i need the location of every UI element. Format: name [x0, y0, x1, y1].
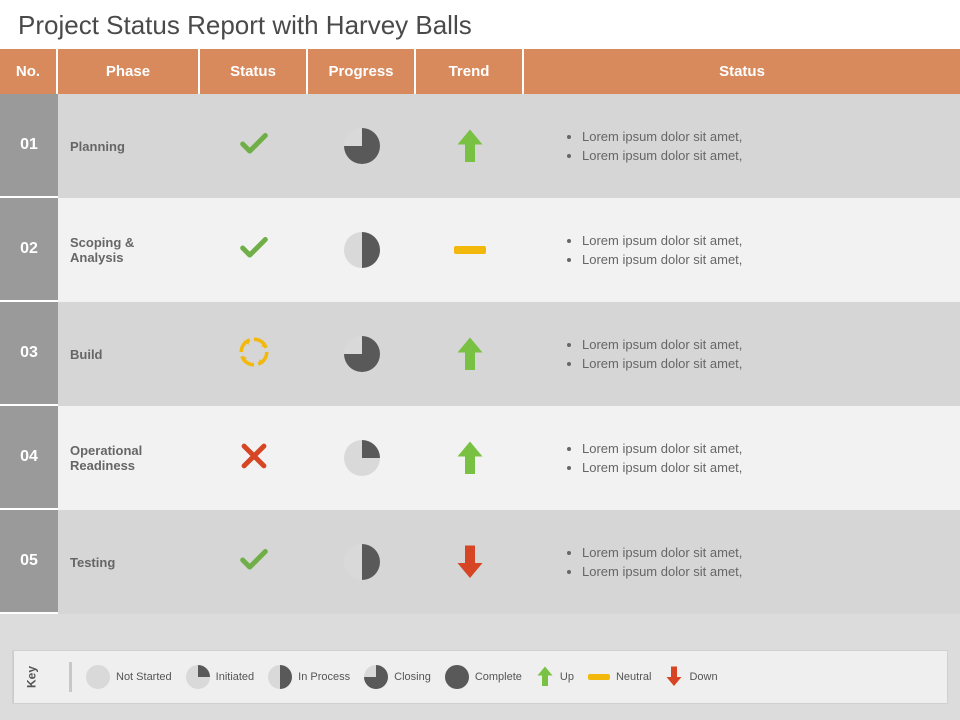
status-cell — [200, 406, 308, 510]
progress-cell — [308, 198, 416, 302]
table-row: 01 Planning Lorem ipsum dolor sit amet,L… — [0, 94, 960, 198]
col-header-no: No. — [0, 49, 58, 94]
table-row: 02 Scoping & Analysis Lorem ipsum dolor … — [0, 198, 960, 302]
arrow-up-icon — [536, 665, 554, 689]
legend-item: Closing — [364, 665, 431, 689]
legend-label-text: Closing — [394, 671, 431, 683]
harvey-ball-icon — [86, 665, 110, 689]
cross-icon — [237, 439, 271, 478]
harvey-ball-icon — [364, 665, 388, 689]
legend-label-text: Not Started — [116, 671, 172, 683]
check-icon — [237, 127, 271, 166]
legend-item: Down — [665, 665, 717, 689]
table-row: 05 Testing Lorem ipsum dolor sit amet,Lo… — [0, 510, 960, 614]
trend-cell — [416, 302, 524, 406]
legend-item: Neutral — [588, 671, 651, 683]
legend-label-text: Neutral — [616, 671, 651, 683]
status-cell — [200, 198, 308, 302]
notes-cell: Lorem ipsum dolor sit amet, Lorem ipsum d… — [524, 302, 960, 406]
note-item: Lorem ipsum dolor sit amet, — [582, 545, 960, 560]
progress-cell — [308, 406, 416, 510]
note-item: Lorem ipsum dolor sit amet, — [582, 129, 960, 144]
legend-item: In Process — [268, 665, 350, 689]
row-number: 01 — [0, 94, 58, 198]
table-row: 03 Build Lorem ipsum dolor sit amet,Lore… — [0, 302, 960, 406]
note-item: Lorem ipsum dolor sit amet, — [582, 441, 960, 456]
phase-name: Build — [58, 302, 200, 406]
check-icon — [237, 543, 271, 582]
phase-name: Planning — [58, 94, 200, 198]
arrow-down-icon — [455, 543, 485, 581]
check-icon — [237, 231, 271, 270]
legend-label-text: In Process — [298, 671, 350, 683]
arrow-up-icon — [455, 439, 485, 477]
trend-cell — [416, 406, 524, 510]
note-item: Lorem ipsum dolor sit amet, — [582, 233, 960, 248]
status-cell — [200, 302, 308, 406]
harvey-ball-icon — [445, 665, 469, 689]
table-row: 04 Operational Readiness Lorem ipsum dol… — [0, 406, 960, 510]
col-header-status: Status — [200, 49, 308, 94]
neutral-icon — [588, 674, 610, 680]
notes-cell: Lorem ipsum dolor sit amet, Lorem ipsum d… — [524, 94, 960, 198]
legend-divider — [69, 662, 72, 692]
notes-cell: Lorem ipsum dolor sit amet, Lorem ipsum d… — [524, 406, 960, 510]
phase-name: Testing — [58, 510, 200, 614]
arrow-down-icon — [665, 665, 683, 689]
col-header-phase: Phase — [58, 49, 200, 94]
phase-name: Operational Readiness — [58, 406, 200, 510]
phase-name: Scoping & Analysis — [58, 198, 200, 302]
progress-cell — [308, 94, 416, 198]
harvey-ball-icon — [344, 336, 380, 372]
legend-label-text: Up — [560, 671, 574, 683]
legend-label: Key — [13, 651, 49, 703]
progress-cell — [308, 302, 416, 406]
legend-item: Not Started — [86, 665, 172, 689]
note-item: Lorem ipsum dolor sit amet, — [582, 252, 960, 267]
status-cell — [200, 510, 308, 614]
neutral-icon — [454, 246, 486, 254]
note-item: Lorem ipsum dolor sit amet, — [582, 356, 960, 371]
legend-label-text: Down — [689, 671, 717, 683]
row-number: 02 — [0, 198, 58, 302]
trend-cell — [416, 198, 524, 302]
trend-cell — [416, 94, 524, 198]
arrow-up-icon — [455, 127, 485, 165]
col-header-progress: Progress — [308, 49, 416, 94]
legend-label-text: Initiated — [216, 671, 255, 683]
row-number: 04 — [0, 406, 58, 510]
page-title: Project Status Report with Harvey Balls — [0, 0, 960, 49]
harvey-ball-icon — [344, 128, 380, 164]
col-header-trend: Trend — [416, 49, 524, 94]
arrow-up-icon — [455, 335, 485, 373]
harvey-ball-icon — [344, 440, 380, 476]
harvey-ball-icon — [268, 665, 292, 689]
legend-item: Complete — [445, 665, 522, 689]
legend-item: Up — [536, 665, 574, 689]
notes-cell: Lorem ipsum dolor sit amet, Lorem ipsum d… — [524, 198, 960, 302]
trend-cell — [416, 510, 524, 614]
table-header: No. Phase Status Progress Trend Status — [0, 49, 960, 94]
legend: Key Not Started Initiated In Process Clo… — [12, 650, 948, 704]
note-item: Lorem ipsum dolor sit amet, — [582, 148, 960, 163]
harvey-ball-icon — [344, 544, 380, 580]
progress-cell — [308, 510, 416, 614]
note-item: Lorem ipsum dolor sit amet, — [582, 564, 960, 579]
col-header-notes: Status — [524, 49, 960, 94]
legend-label-text: Complete — [475, 671, 522, 683]
note-item: Lorem ipsum dolor sit amet, — [582, 337, 960, 352]
harvey-ball-icon — [344, 232, 380, 268]
legend-item: Initiated — [186, 665, 255, 689]
cycle-icon — [237, 335, 271, 374]
row-number: 05 — [0, 510, 58, 614]
status-table: No. Phase Status Progress Trend Status 0… — [0, 49, 960, 614]
notes-cell: Lorem ipsum dolor sit amet, Lorem ipsum d… — [524, 510, 960, 614]
status-cell — [200, 94, 308, 198]
harvey-ball-icon — [186, 665, 210, 689]
row-number: 03 — [0, 302, 58, 406]
note-item: Lorem ipsum dolor sit amet, — [582, 460, 960, 475]
